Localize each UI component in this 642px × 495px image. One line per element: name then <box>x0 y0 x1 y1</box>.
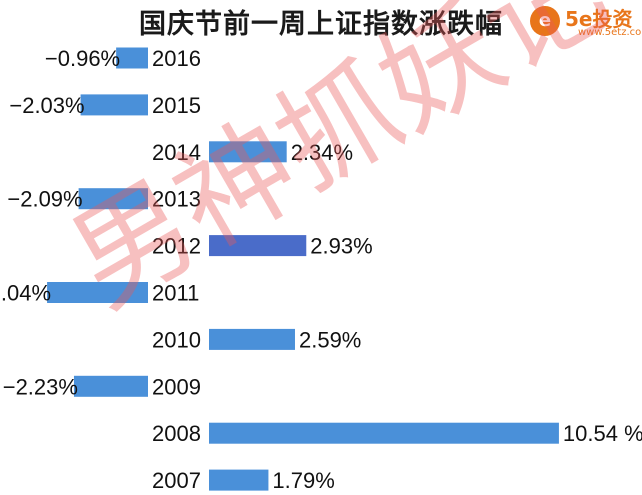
category-label-2010: 2010 <box>152 327 201 352</box>
value-label-2013: −2.09% <box>7 187 82 212</box>
category-label-2015: 2015 <box>152 93 201 118</box>
value-label-2014: 2.34% <box>291 140 353 165</box>
value-label-2008: 10.54 % <box>563 421 642 446</box>
bar-2012 <box>209 235 307 257</box>
bar-2007 <box>209 469 269 491</box>
value-label-2007: 1.79% <box>272 468 334 493</box>
category-label-2013: 2013 <box>152 187 201 212</box>
value-label-2012: 2.93% <box>310 234 372 259</box>
category-label-2007: 2007 <box>152 468 201 493</box>
bar-2013 <box>78 188 148 210</box>
chart-title: 国庆节前一周上证指数涨跌幅 <box>139 9 503 40</box>
category-label-2009: 2009 <box>152 374 201 399</box>
value-label-2015: −2.03% <box>9 93 84 118</box>
logo-url-text: www.5etz.com <box>578 27 642 38</box>
logo-icon: e <box>530 6 560 36</box>
category-label-2016: 2016 <box>152 46 201 71</box>
value-label-2009: −2.23% <box>3 374 78 399</box>
category-label-2008: 2008 <box>152 421 201 446</box>
value-label-2010: 2.59% <box>299 327 361 352</box>
value-label-2016: −0.96% <box>45 46 120 71</box>
bar-2010 <box>209 328 295 350</box>
category-label-2012: 2012 <box>152 234 201 259</box>
logo-brand-text: 5e投资 <box>565 7 633 31</box>
bar-2008 <box>209 422 559 444</box>
bar-2016 <box>116 47 148 69</box>
value-label-2011: −3.04% <box>0 281 51 306</box>
brand-logo: e 5e投资 www.5etz.com <box>530 4 642 40</box>
bar-2009 <box>73 375 148 397</box>
category-label-2014: 2014 <box>152 140 201 165</box>
bar-2011 <box>47 282 148 303</box>
category-label-2011: 2011 <box>152 281 199 306</box>
bar-2014 <box>209 141 287 163</box>
bar-2015 <box>80 94 148 116</box>
